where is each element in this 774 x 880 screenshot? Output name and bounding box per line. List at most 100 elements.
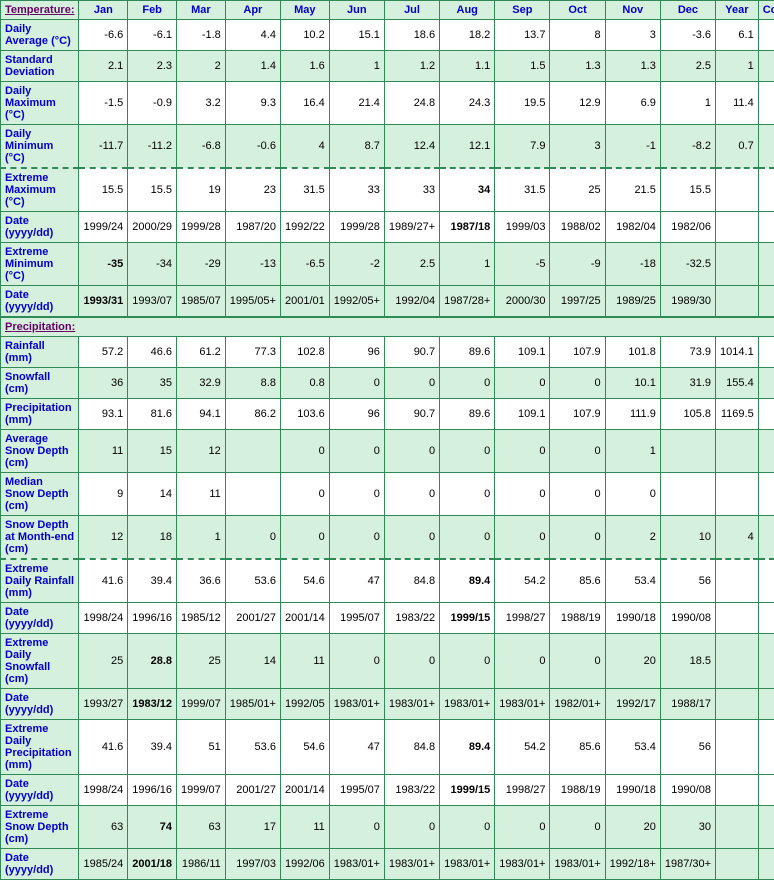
data-cell: 89.4: [440, 720, 495, 775]
col-dec: Dec: [660, 1, 715, 20]
data-cell: 0: [495, 368, 550, 399]
data-cell: 13.7: [495, 20, 550, 51]
data-cell: 12.9: [550, 82, 605, 125]
data-cell: -6.1: [128, 20, 177, 51]
data-cell: 0: [550, 806, 605, 849]
table-row: Daily Average (°C)-6.6-6.1-1.84.410.215.…: [1, 20, 774, 51]
data-cell: 33: [329, 168, 384, 212]
data-cell: 1983/12: [128, 689, 177, 720]
data-cell: D: [758, 430, 774, 473]
data-cell: [758, 286, 774, 318]
data-cell: -1.8: [177, 20, 226, 51]
data-cell: 1999/03: [495, 212, 550, 243]
row-label: Snowfall (cm): [1, 368, 79, 399]
data-cell: -13: [225, 243, 280, 286]
row-label: Daily Average (°C): [1, 20, 79, 51]
data-cell: 1983/22: [384, 775, 439, 806]
data-cell: 1993/31: [79, 286, 128, 318]
data-cell: 2001/14: [280, 603, 329, 634]
data-cell: 1992/18+: [605, 849, 660, 880]
data-cell: 73.9: [660, 337, 715, 368]
data-cell: 0: [495, 516, 550, 560]
data-cell: 18.2: [440, 20, 495, 51]
data-cell: 61.2: [177, 337, 226, 368]
data-cell: 2.3: [128, 51, 177, 82]
data-cell: [716, 243, 759, 286]
data-cell: 8.8: [225, 368, 280, 399]
data-cell: 1985/01+: [225, 689, 280, 720]
data-cell: 0: [384, 368, 439, 399]
data-cell: 0: [495, 806, 550, 849]
data-cell: 53.6: [225, 559, 280, 603]
data-cell: -8.2: [660, 125, 715, 169]
data-cell: -3.6: [660, 20, 715, 51]
data-cell: 1987/18: [440, 212, 495, 243]
data-cell: 3.2: [177, 82, 226, 125]
data-cell: D: [758, 516, 774, 560]
data-cell: 19.5: [495, 82, 550, 125]
data-cell: 1999/28: [177, 212, 226, 243]
data-cell: 1996/16: [128, 775, 177, 806]
data-cell: 1989/25: [605, 286, 660, 318]
data-cell: -29: [177, 243, 226, 286]
data-cell: 24.8: [384, 82, 439, 125]
data-cell: 18.6: [384, 20, 439, 51]
data-cell: 1985/24: [79, 849, 128, 880]
data-cell: 1983/22: [384, 603, 439, 634]
data-cell: 63: [177, 806, 226, 849]
data-cell: 0: [329, 368, 384, 399]
data-cell: 15.1: [329, 20, 384, 51]
data-cell: 96: [329, 399, 384, 430]
table-row: Extreme Minimum (°C)-35-34-29-13-6.5-22.…: [1, 243, 774, 286]
row-label: Date (yyyy/dd): [1, 689, 79, 720]
data-cell: 0: [225, 516, 280, 560]
data-cell: [716, 286, 759, 318]
header-row: Temperature: Jan Feb Mar Apr May Jun Jul…: [1, 1, 774, 20]
data-cell: 39.4: [128, 559, 177, 603]
data-cell: 0: [440, 368, 495, 399]
data-cell: 0: [440, 473, 495, 516]
data-cell: D: [758, 20, 774, 51]
col-apr: Apr: [225, 1, 280, 20]
data-cell: 9: [79, 473, 128, 516]
data-cell: 1997/03: [225, 849, 280, 880]
data-cell: 1983/01+: [440, 849, 495, 880]
table-row: Extreme Daily Snowfall (cm)2528.82514110…: [1, 634, 774, 689]
data-cell: 21.5: [605, 168, 660, 212]
col-mar: Mar: [177, 1, 226, 20]
data-cell: 74: [128, 806, 177, 849]
data-cell: 1014.1: [716, 337, 759, 368]
data-cell: 0: [440, 430, 495, 473]
data-cell: [758, 243, 774, 286]
data-cell: 31.5: [280, 168, 329, 212]
row-label: Standard Deviation: [1, 51, 79, 82]
data-cell: 0: [495, 473, 550, 516]
data-cell: 17: [225, 806, 280, 849]
data-cell: [716, 849, 759, 880]
data-cell: 86.2: [225, 399, 280, 430]
data-cell: 15.5: [79, 168, 128, 212]
data-cell: 1985/12: [177, 603, 226, 634]
table-row: Snow Depth at Month-end (cm)121810000000…: [1, 516, 774, 560]
data-cell: 1: [716, 51, 759, 82]
table-row: Standard Deviation2.12.321.41.611.21.11.…: [1, 51, 774, 82]
row-label: Date (yyyy/dd): [1, 775, 79, 806]
data-cell: [225, 473, 280, 516]
data-cell: 2000/30: [495, 286, 550, 318]
data-cell: 1995/05+: [225, 286, 280, 318]
data-cell: 1992/22: [280, 212, 329, 243]
data-cell: 0: [550, 430, 605, 473]
data-cell: 46.6: [128, 337, 177, 368]
table-body: Daily Average (°C)-6.6-6.1-1.84.410.215.…: [1, 20, 774, 880]
data-cell: 11: [280, 634, 329, 689]
data-cell: 47: [329, 720, 384, 775]
table-row: Snowfall (cm)363532.98.80.80000010.131.9…: [1, 368, 774, 399]
data-cell: -35: [79, 243, 128, 286]
data-cell: 28.8: [128, 634, 177, 689]
data-cell: 105.8: [660, 399, 715, 430]
data-cell: [758, 212, 774, 243]
data-cell: [716, 212, 759, 243]
data-cell: 41.6: [79, 720, 128, 775]
data-cell: 85.6: [550, 559, 605, 603]
data-cell: 36: [79, 368, 128, 399]
